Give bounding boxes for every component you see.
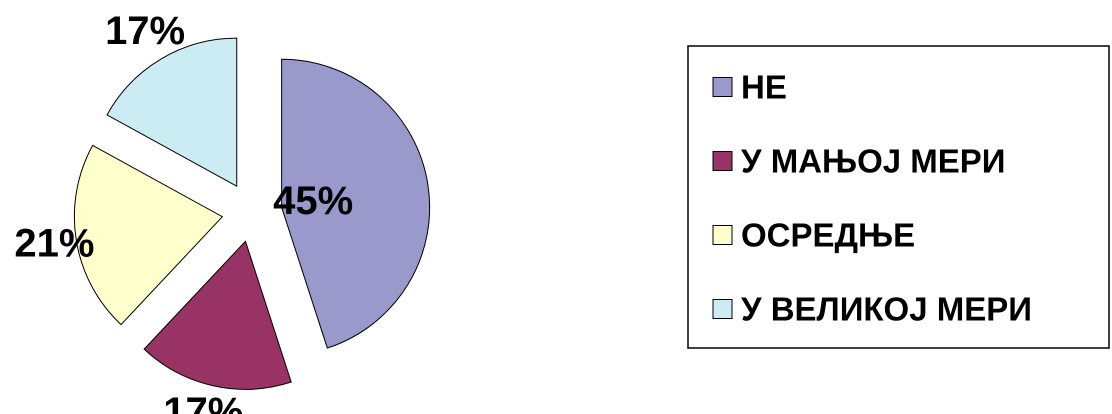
legend-label-3: У ВЕЛИКОЈ МЕРИ: [741, 291, 1032, 328]
pie-slice-1: [143, 240, 292, 390]
pie-slice-3: [106, 37, 238, 188]
legend-swatch-1: [712, 151, 733, 171]
legend-swatch-2: [712, 225, 733, 245]
legend-frame: [687, 45, 1110, 349]
legend-swatch-3: [712, 299, 733, 319]
pie-slices: [73, 37, 431, 390]
data-label-0: 45%: [273, 179, 353, 223]
legend-label-1: У МАЊОЈ МЕРИ: [741, 143, 1006, 180]
pie-slice-0: [281, 58, 431, 349]
legend-label-2: ОСРЕДЊЕ: [741, 217, 915, 254]
data-label-1: 17%: [163, 390, 243, 414]
legend: НЕ У МАЊОЈ МЕРИ ОСРЕДЊЕ У ВЕЛИКОЈ МЕРИ: [687, 45, 1110, 349]
pie-slice-2: [73, 144, 224, 326]
legend-label-0: НЕ: [741, 69, 787, 106]
data-label-2: 21%: [14, 221, 94, 265]
data-labels: 45% 17% 21% 17%: [14, 9, 353, 414]
data-label-3: 17%: [105, 9, 185, 53]
legend-swatch-0: [712, 77, 733, 97]
